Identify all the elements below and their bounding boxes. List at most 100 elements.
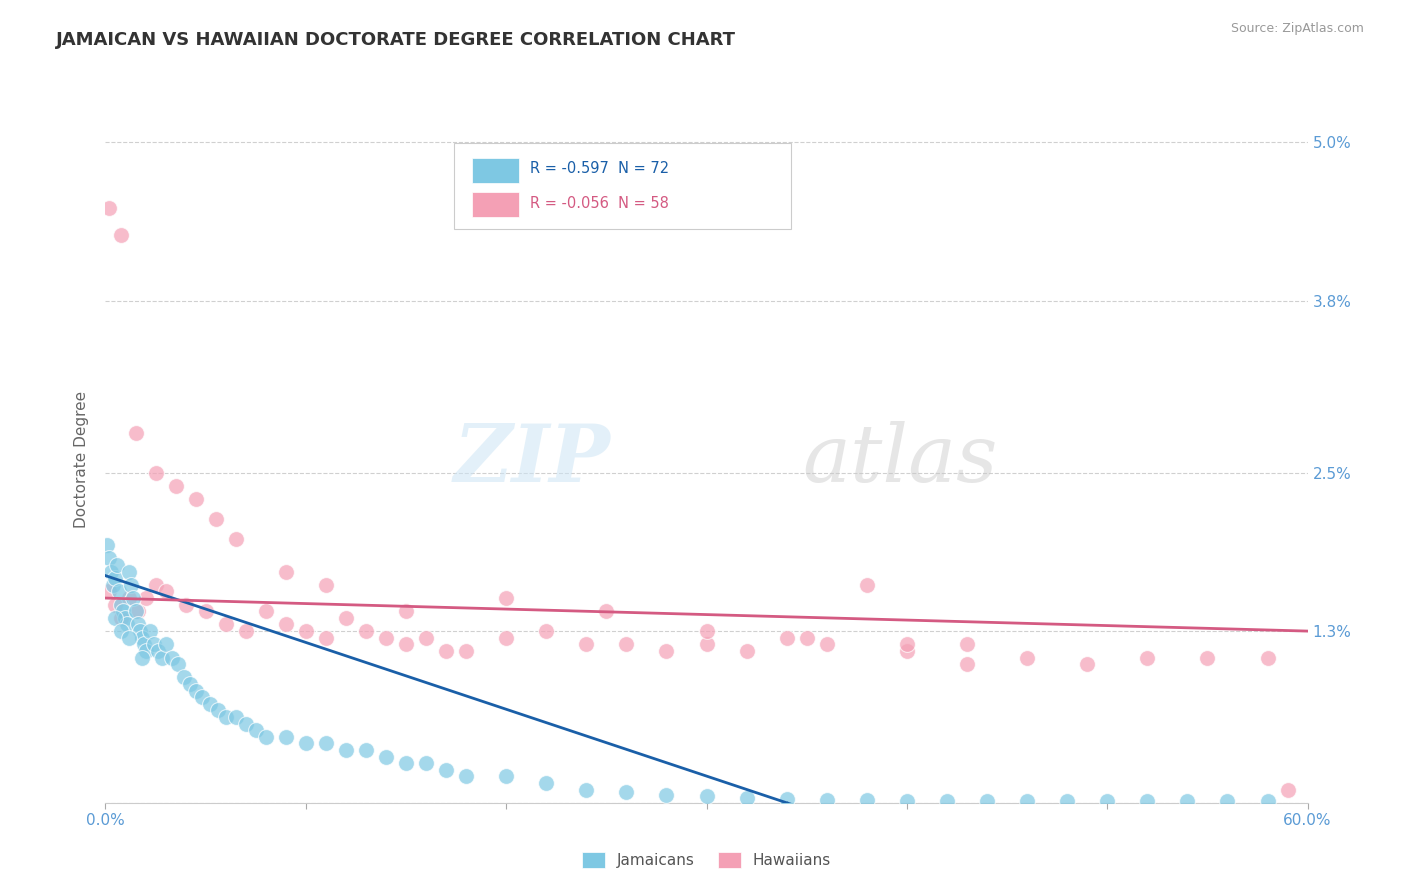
Point xyxy=(184,491,207,506)
Y-axis label: Doctorate Degree: Doctorate Degree xyxy=(75,391,90,528)
Text: JAMAICAN VS HAWAIIAN DOCTORATE DEGREE CORRELATION CHART: JAMAICAN VS HAWAIIAN DOCTORATE DEGREE CO… xyxy=(56,31,737,49)
Text: R = -0.056  N = 58: R = -0.056 N = 58 xyxy=(530,195,669,211)
Point xyxy=(896,637,918,651)
Point xyxy=(110,611,132,625)
Point xyxy=(138,624,160,639)
Point xyxy=(395,756,418,771)
Point xyxy=(245,723,267,738)
Point xyxy=(495,631,517,645)
Point xyxy=(254,604,277,618)
Point xyxy=(434,644,457,658)
Point xyxy=(100,565,122,579)
Point xyxy=(214,617,236,632)
Point xyxy=(173,670,195,684)
Point xyxy=(696,624,718,639)
Point xyxy=(315,631,337,645)
Point xyxy=(110,624,132,639)
Point xyxy=(335,611,357,625)
Point xyxy=(1177,795,1199,809)
Point xyxy=(225,532,247,546)
Point xyxy=(1136,795,1159,809)
Point xyxy=(131,631,153,645)
Point xyxy=(145,466,167,480)
Point xyxy=(655,644,678,658)
Point xyxy=(534,776,557,790)
Point xyxy=(896,795,918,809)
Point xyxy=(184,683,207,698)
Point xyxy=(616,785,638,799)
Point xyxy=(295,624,318,639)
Point xyxy=(150,650,173,665)
Point xyxy=(254,730,277,744)
Point xyxy=(112,604,135,618)
Point xyxy=(616,637,638,651)
Point xyxy=(274,730,297,744)
Point xyxy=(595,604,617,618)
Point xyxy=(374,749,398,764)
Point xyxy=(194,604,217,618)
Point xyxy=(274,617,297,632)
Point xyxy=(98,584,121,599)
Point xyxy=(315,736,337,750)
Point xyxy=(735,790,758,805)
Point xyxy=(1017,795,1039,809)
Point xyxy=(174,598,197,612)
Point xyxy=(575,637,598,651)
FancyBboxPatch shape xyxy=(472,158,519,183)
Point xyxy=(190,690,212,705)
Point xyxy=(495,591,517,605)
Point xyxy=(575,782,598,797)
Point xyxy=(127,604,149,618)
Point xyxy=(117,617,139,632)
Point xyxy=(1017,650,1039,665)
Point xyxy=(374,631,398,645)
Point xyxy=(1076,657,1098,672)
Point xyxy=(1197,650,1219,665)
Point xyxy=(936,795,959,809)
Point xyxy=(135,644,157,658)
Point xyxy=(155,584,177,599)
Point xyxy=(354,624,377,639)
Point xyxy=(454,644,477,658)
Point xyxy=(104,598,127,612)
Point xyxy=(121,578,143,592)
Point xyxy=(225,710,247,724)
Point xyxy=(696,637,718,651)
Point xyxy=(434,763,457,777)
Point xyxy=(796,631,818,645)
Point xyxy=(145,578,167,592)
Point xyxy=(160,650,183,665)
Point xyxy=(96,538,118,552)
Point xyxy=(415,631,437,645)
Point xyxy=(495,769,517,783)
Point xyxy=(104,571,127,585)
Point xyxy=(107,558,129,572)
Point xyxy=(198,697,221,711)
Point xyxy=(855,793,877,807)
Point xyxy=(118,591,141,605)
Text: ZIP: ZIP xyxy=(454,421,610,498)
Point xyxy=(124,425,146,440)
Point xyxy=(127,617,149,632)
Text: atlas: atlas xyxy=(803,421,998,498)
Point xyxy=(315,578,337,592)
Point xyxy=(1097,795,1119,809)
Point xyxy=(956,657,979,672)
Point xyxy=(179,677,201,691)
Point xyxy=(415,756,437,771)
Point xyxy=(98,551,121,566)
Point xyxy=(1257,795,1279,809)
Point xyxy=(395,637,418,651)
Point xyxy=(1216,795,1239,809)
Point xyxy=(104,611,127,625)
Point xyxy=(1277,782,1299,797)
Point xyxy=(110,227,132,242)
Point xyxy=(118,565,141,579)
Point xyxy=(855,578,877,592)
Point xyxy=(896,644,918,658)
Point xyxy=(155,637,177,651)
Text: Source: ZipAtlas.com: Source: ZipAtlas.com xyxy=(1230,22,1364,36)
Point xyxy=(128,624,150,639)
Point xyxy=(118,631,141,645)
Point xyxy=(534,624,557,639)
